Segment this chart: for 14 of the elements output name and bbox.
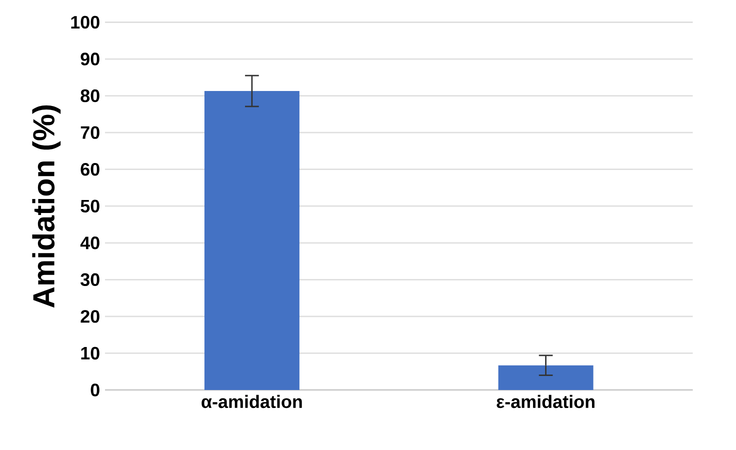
y-axis-title: Amidation (%) [32,105,61,308]
y-tick-label: 10 [81,346,100,360]
x-tick-label: α-amidation [202,394,302,408]
y-tick-label: 100 [71,16,100,29]
y-tick-label: 0 [90,384,100,396]
y-tick-label: 80 [80,89,100,102]
y-tick-label: 60 [80,162,100,176]
y-tick-label: 50 [80,200,100,212]
x-tick-label: ε-amidation [496,394,594,408]
y-tick-label: 70 [80,126,100,139]
y-tick-label: 20 [80,310,100,323]
y-tick-label: 40 [80,236,100,250]
y-tick-label: 90 [80,52,100,66]
y-tick-label: 30 [80,273,100,286]
